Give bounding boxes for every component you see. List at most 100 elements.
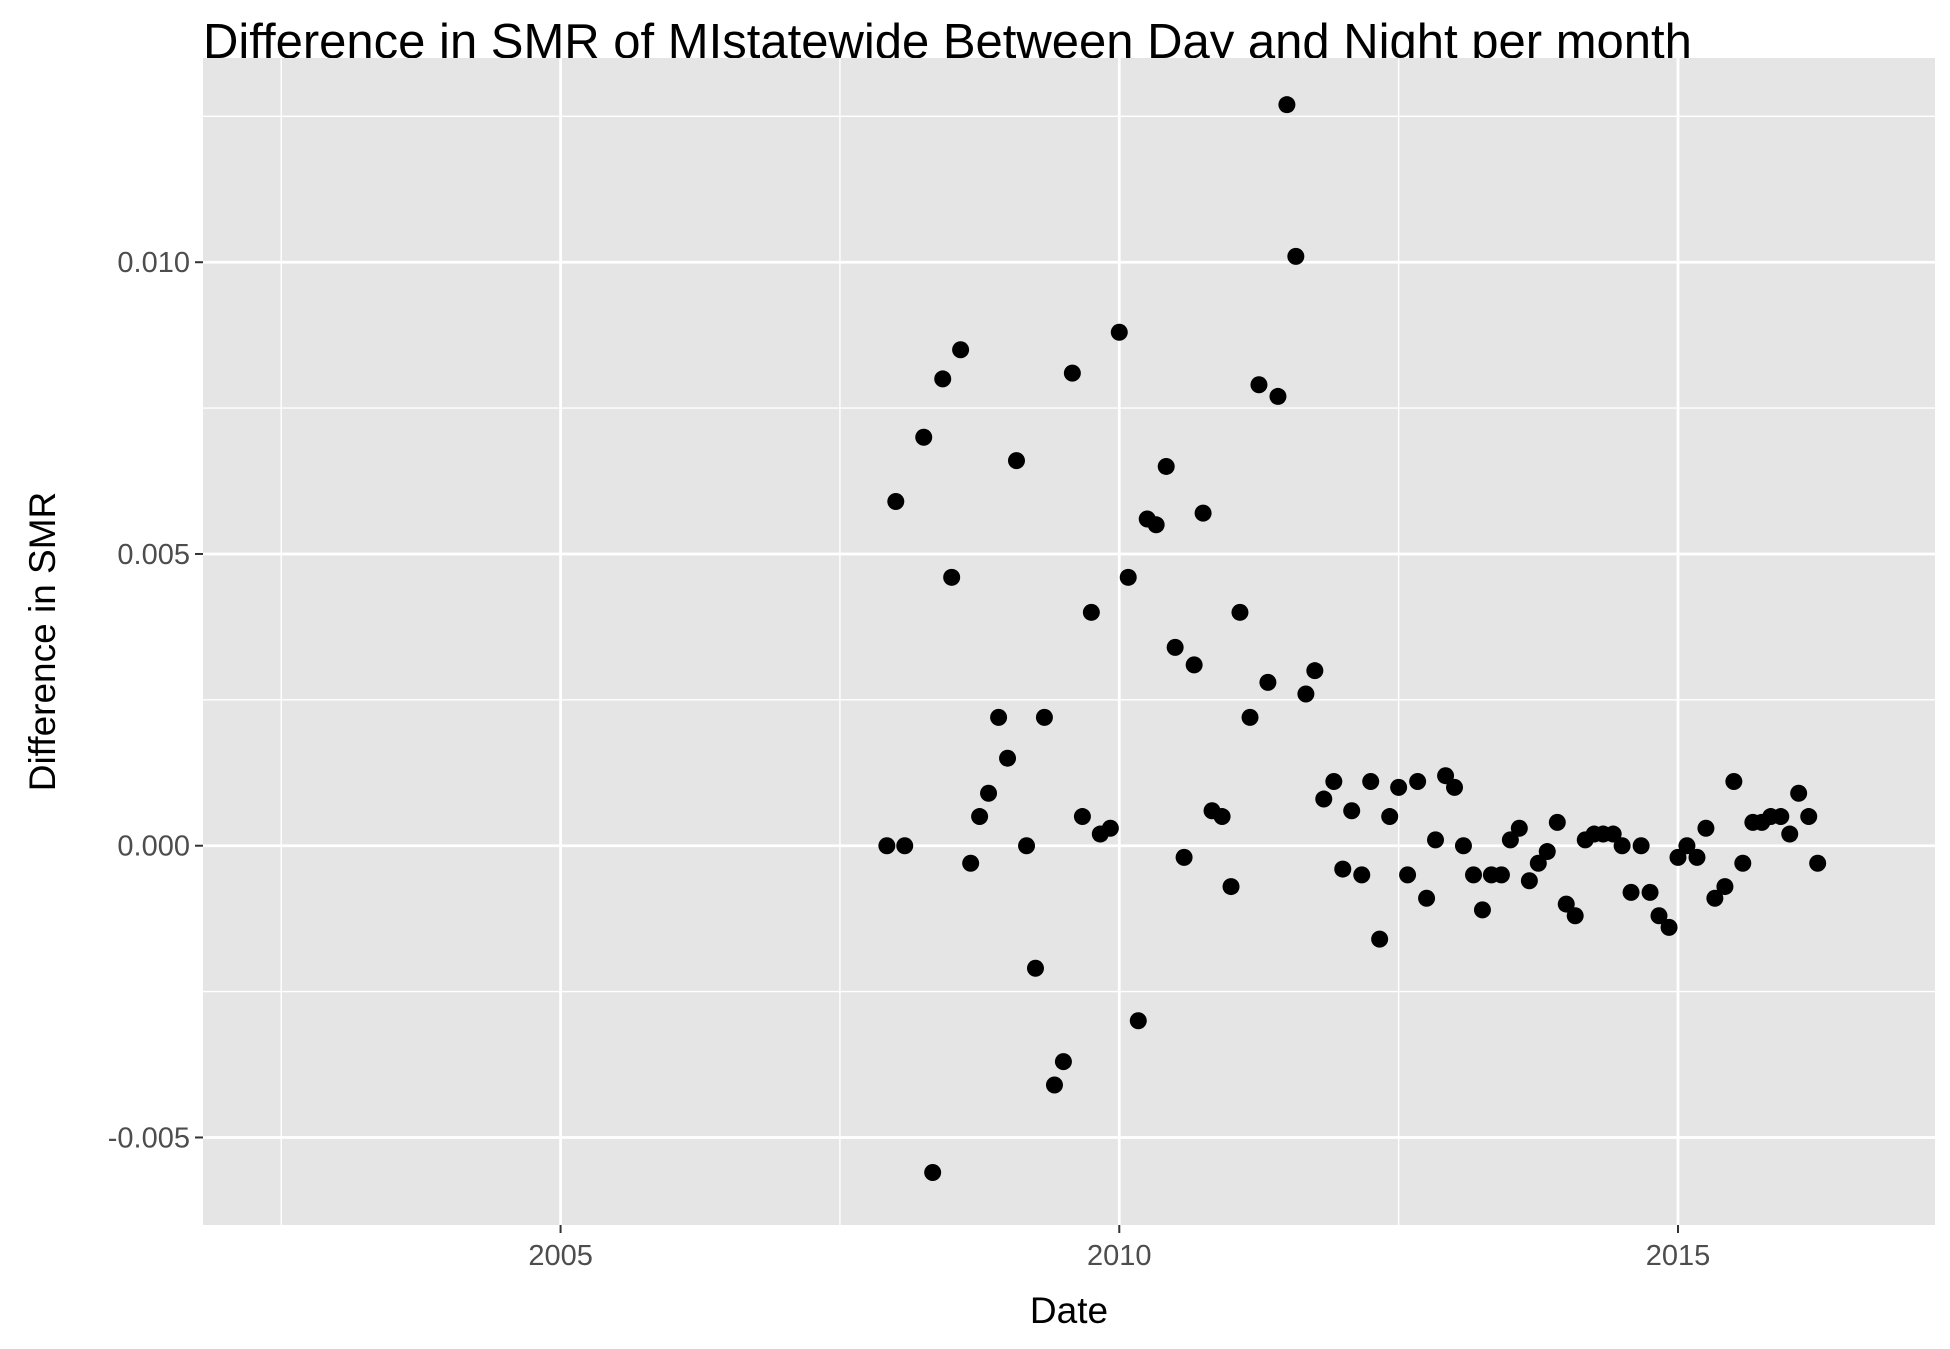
data-point xyxy=(1734,854,1752,872)
data-point xyxy=(1007,452,1025,470)
data-point xyxy=(1343,802,1361,820)
data-point xyxy=(1325,773,1343,791)
y-axis-ticks: -0.005 0.000 0.005 0.010 xyxy=(108,247,203,1154)
y-tick-label: 0.000 xyxy=(117,831,190,863)
data-point xyxy=(1473,901,1491,919)
data-point xyxy=(1101,819,1119,837)
data-point xyxy=(924,1163,942,1181)
data-point xyxy=(1399,866,1417,884)
data-point xyxy=(1622,883,1640,901)
data-point xyxy=(1688,848,1706,866)
data-point xyxy=(1465,866,1483,884)
data-point xyxy=(1529,854,1547,872)
data-point xyxy=(1641,883,1659,901)
data-point xyxy=(1287,247,1305,265)
data-point xyxy=(1213,808,1231,826)
data-point xyxy=(1175,848,1193,866)
data-point xyxy=(1045,1076,1063,1094)
data-point xyxy=(887,492,905,510)
data-point xyxy=(1315,790,1333,808)
data-point xyxy=(971,808,989,826)
data-point xyxy=(1306,662,1324,680)
x-axis-ticks: 2005 2010 2015 xyxy=(528,1225,1710,1272)
data-point xyxy=(1119,568,1137,586)
minor-gridlines xyxy=(203,58,1935,1225)
data-point xyxy=(1781,825,1799,843)
data-point xyxy=(1697,819,1715,837)
data-point xyxy=(1026,959,1044,977)
data-point xyxy=(1018,837,1036,855)
y-tick-label: 0.010 xyxy=(117,247,190,279)
data-point xyxy=(1063,364,1081,382)
data-point xyxy=(1353,866,1371,884)
x-tick-label: 2010 xyxy=(1087,1240,1152,1272)
data-point xyxy=(962,854,980,872)
data-point xyxy=(1772,808,1790,826)
data-point xyxy=(1362,773,1380,791)
data-point xyxy=(1231,603,1249,621)
y-tick-label: -0.005 xyxy=(108,1122,190,1154)
data-point xyxy=(1800,808,1818,826)
x-tick-label: 2005 xyxy=(528,1240,593,1272)
data-point xyxy=(1054,1053,1072,1071)
data-points xyxy=(878,96,1827,1181)
data-point xyxy=(1566,907,1584,925)
data-point xyxy=(1725,773,1743,791)
data-point xyxy=(999,749,1017,767)
data-point xyxy=(1492,866,1510,884)
plot-panel xyxy=(203,58,1935,1225)
data-point xyxy=(1129,1012,1147,1030)
data-point xyxy=(934,370,952,388)
data-point xyxy=(1427,831,1445,849)
data-point xyxy=(1381,808,1399,826)
data-point xyxy=(915,428,933,446)
data-point xyxy=(1222,878,1240,896)
data-point xyxy=(1613,837,1631,855)
data-point xyxy=(1557,895,1575,913)
data-point xyxy=(1334,860,1352,878)
data-point xyxy=(1660,918,1678,936)
data-point xyxy=(1157,457,1175,475)
data-point xyxy=(1241,708,1259,726)
data-point xyxy=(1269,387,1287,405)
data-point xyxy=(1454,837,1472,855)
data-point xyxy=(1446,778,1464,796)
data-point xyxy=(1604,825,1622,843)
y-axis-title: Difference in SMR xyxy=(22,492,63,792)
data-point xyxy=(1809,854,1827,872)
data-point xyxy=(1035,708,1053,726)
data-point xyxy=(1510,819,1528,837)
data-point xyxy=(1390,778,1408,796)
data-point xyxy=(1706,889,1724,907)
data-point xyxy=(878,837,896,855)
data-point xyxy=(1147,516,1165,534)
data-point xyxy=(1632,837,1650,855)
data-point xyxy=(1409,773,1427,791)
data-point xyxy=(943,568,961,586)
data-point xyxy=(1371,930,1389,948)
data-point xyxy=(1259,673,1277,691)
data-point xyxy=(1073,808,1091,826)
data-point xyxy=(952,341,970,359)
data-point xyxy=(990,708,1008,726)
data-point xyxy=(1520,872,1538,890)
data-point xyxy=(1650,907,1668,925)
data-point xyxy=(1501,831,1519,849)
data-point xyxy=(1790,784,1808,802)
data-point xyxy=(1716,878,1734,896)
data-point xyxy=(1538,843,1556,861)
data-point xyxy=(1082,603,1100,621)
data-point xyxy=(1297,685,1315,703)
data-point xyxy=(896,837,914,855)
x-axis-title: Date xyxy=(1030,1290,1108,1331)
data-point xyxy=(980,784,998,802)
data-point xyxy=(1166,638,1184,656)
data-point xyxy=(1250,376,1268,394)
data-point xyxy=(1437,767,1455,785)
x-tick-label: 2015 xyxy=(1646,1240,1711,1272)
data-point xyxy=(1418,889,1436,907)
data-point xyxy=(1678,837,1696,855)
y-tick-label: 0.005 xyxy=(117,539,190,571)
data-point xyxy=(1669,848,1687,866)
